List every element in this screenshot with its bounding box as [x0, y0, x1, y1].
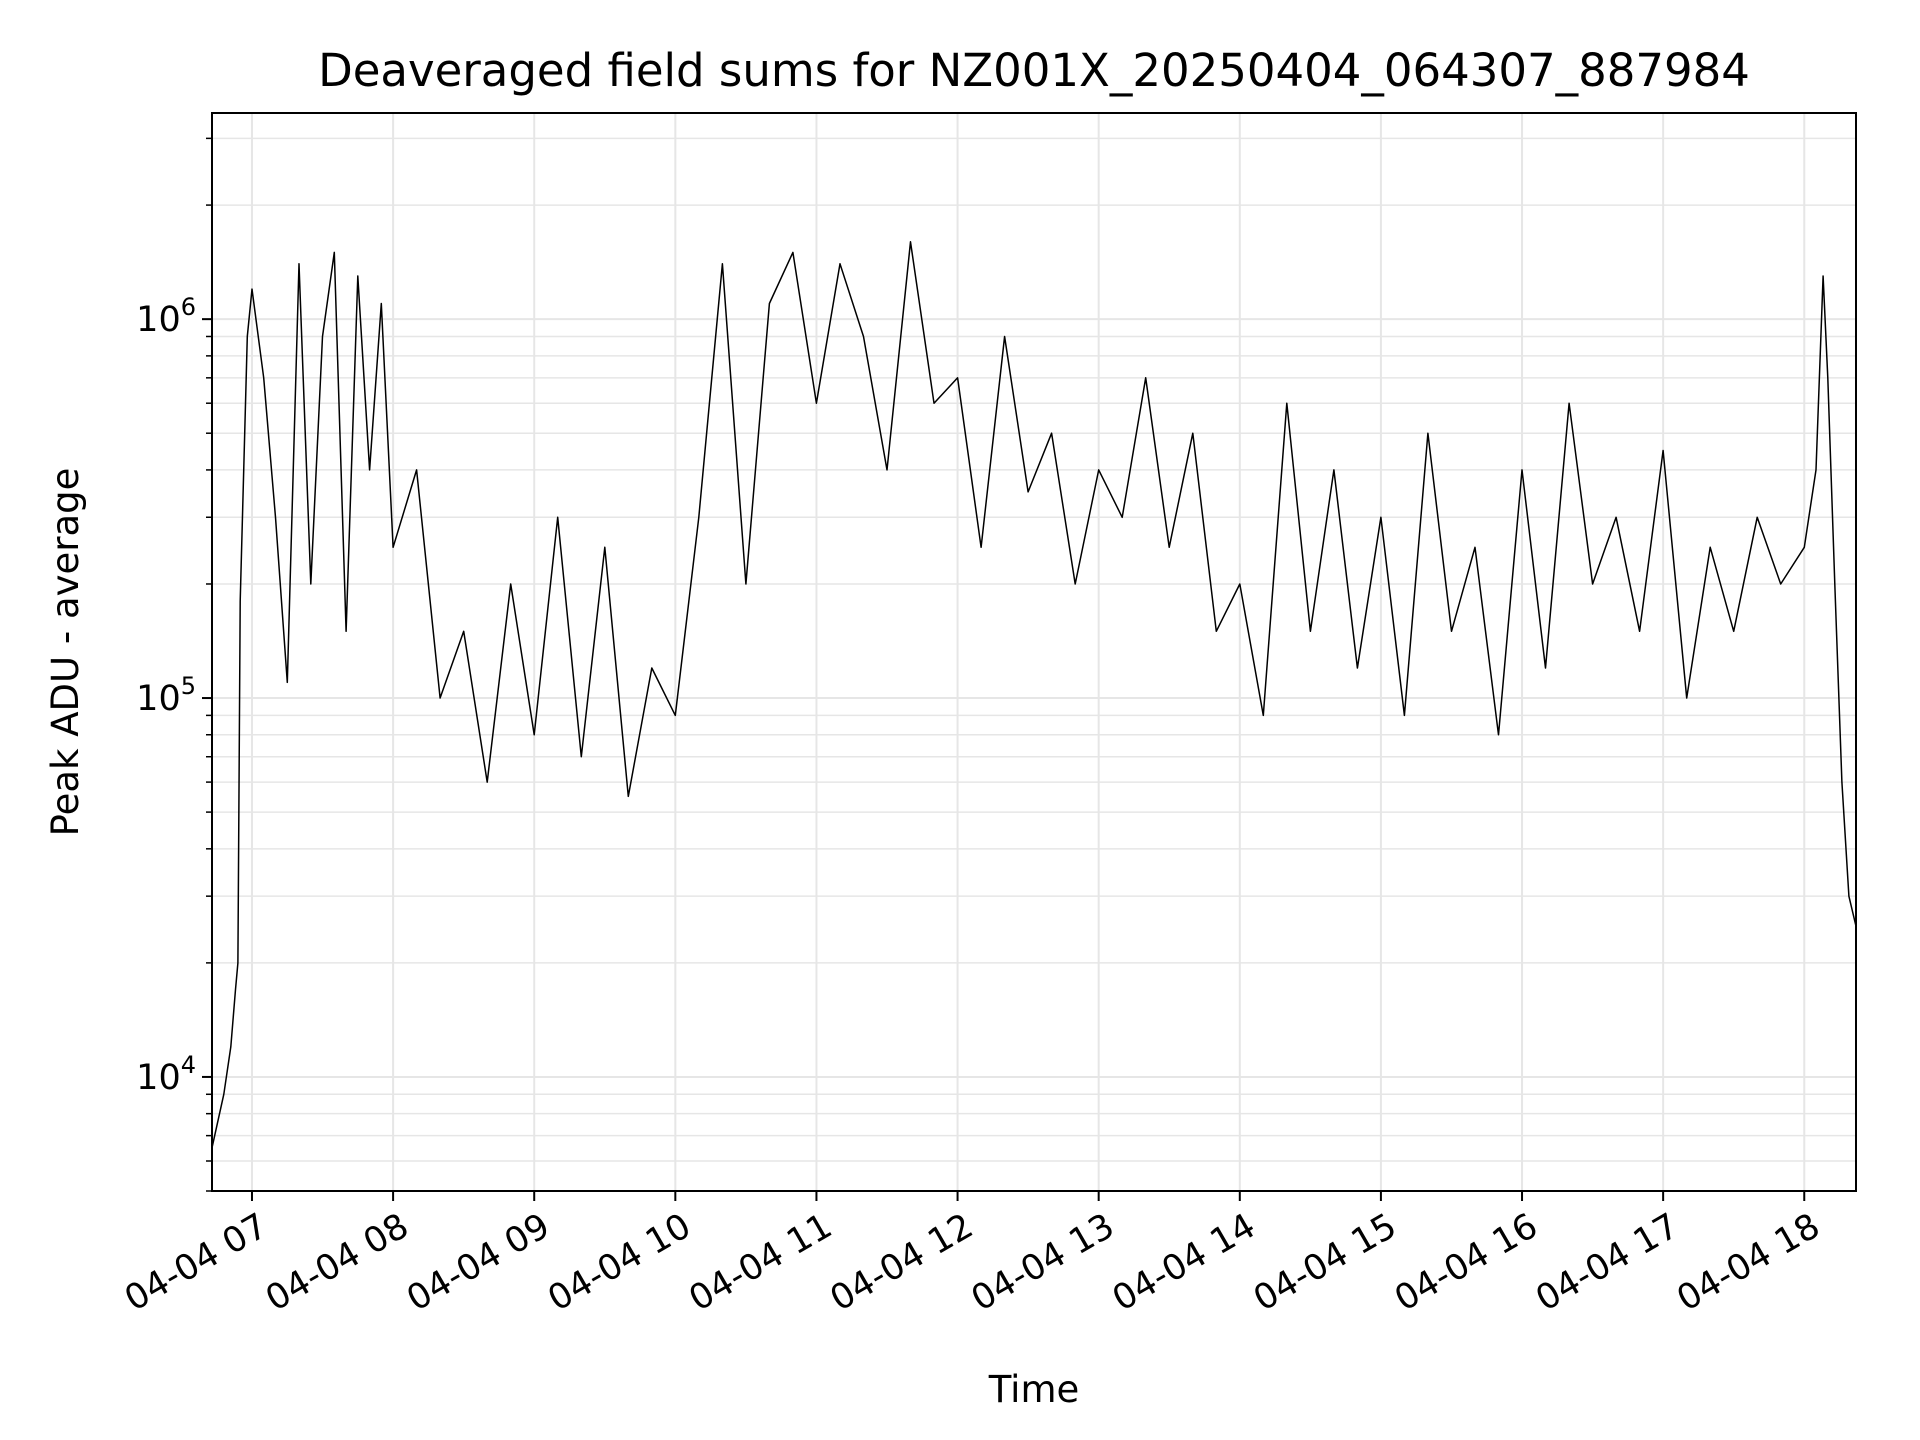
- y-axis-ticks: 104 105 106: [136, 137, 212, 1192]
- chart-title: Deaveraged field sums for NZ001X_2025040…: [318, 44, 1750, 97]
- series-layer: [212, 241, 1856, 1148]
- y-tick-label: 105: [136, 672, 196, 719]
- series-line: [212, 241, 1856, 1148]
- plot-frame: [211, 112, 1857, 1192]
- y-tick-label: 106: [136, 293, 196, 340]
- x-axis-label: Time: [988, 1368, 1080, 1411]
- y-axis-label: Peak ADU - average: [44, 468, 87, 837]
- grid-lines: [212, 113, 1856, 1192]
- y-tick-label: 104: [136, 1051, 196, 1098]
